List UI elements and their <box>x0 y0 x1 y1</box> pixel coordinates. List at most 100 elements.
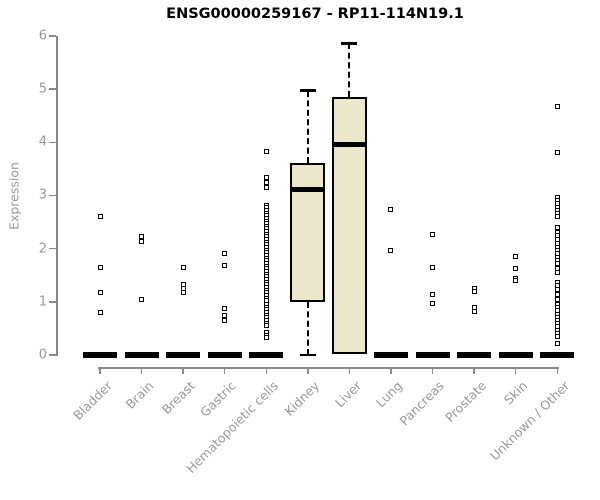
outlier-point <box>554 270 560 276</box>
x-tick-label: Kidney <box>281 378 323 419</box>
collapsed-median-bar <box>457 352 492 358</box>
x-tick-label: Skin <box>500 378 531 408</box>
outlier-point <box>139 234 145 240</box>
outlier-point <box>97 213 103 219</box>
outlier-point <box>554 261 560 267</box>
outlier-point <box>263 323 269 329</box>
x-tick-label: Brain <box>122 378 157 412</box>
outlier-point <box>554 287 560 293</box>
x-axis-tick <box>140 367 143 374</box>
outlier-point <box>554 333 560 339</box>
y-tick-label: 5 <box>38 81 47 97</box>
median-line <box>332 141 366 147</box>
outlier-point <box>263 335 269 341</box>
outlier-point <box>388 207 394 213</box>
outlier-point <box>180 290 186 296</box>
outlier-point <box>430 232 436 238</box>
outlier-point <box>180 264 186 270</box>
outlier-point <box>554 340 560 346</box>
x-tick-label: Pancreas <box>396 378 448 429</box>
y-tick-label: 4 <box>38 134 47 150</box>
median-line <box>291 186 325 192</box>
outlier-point <box>471 288 477 294</box>
collapsed-median-bar <box>415 352 450 358</box>
outlier-point <box>471 309 477 315</box>
outlier-point <box>471 304 477 310</box>
y-axis-tick <box>49 301 56 303</box>
x-axis-tick <box>431 367 434 374</box>
x-axis-tick <box>265 367 268 374</box>
outlier-point <box>554 225 560 231</box>
outlier-point <box>513 253 519 259</box>
x-axis-tick <box>182 367 184 374</box>
upper-whisker-cap <box>341 42 358 45</box>
y-tick-label: 6 <box>38 28 47 44</box>
x-tick-label: Prostate <box>441 378 489 426</box>
outlier-point <box>554 214 560 220</box>
y-axis-tick <box>49 35 56 37</box>
box <box>331 97 367 354</box>
collapsed-median-bar <box>124 352 159 358</box>
y-tick-label: 2 <box>38 241 47 257</box>
outlier-point <box>263 185 269 190</box>
x-axis-tick <box>307 367 309 374</box>
outlier-point <box>222 305 228 311</box>
x-axis-tick <box>390 367 392 374</box>
collapsed-median-bar <box>498 352 533 358</box>
outlier-point <box>139 297 145 303</box>
x-tick-label: Liver <box>331 378 365 411</box>
y-tick-label: 1 <box>38 294 47 310</box>
collapsed-median-bar <box>249 352 284 358</box>
y-axis-tick <box>49 141 56 144</box>
box <box>290 163 326 302</box>
collapsed-median-bar <box>166 352 201 358</box>
outlier-point <box>222 312 228 318</box>
outlier-point <box>388 248 394 254</box>
lower-whisker <box>306 301 309 355</box>
chart-title: ENSG00000259167 - RP11-114N19.1 <box>166 6 464 22</box>
x-axis-line <box>98 367 560 369</box>
outlier-point <box>513 265 519 271</box>
outlier-point <box>222 263 228 269</box>
outlier-point <box>554 149 560 155</box>
outlier-point <box>139 239 145 245</box>
upper-whisker <box>348 43 351 98</box>
upper-whisker-cap <box>299 89 316 92</box>
x-tick-label: Breast <box>158 378 198 418</box>
upper-whisker <box>306 90 309 164</box>
x-axis-tick <box>556 367 559 374</box>
outlier-point <box>97 290 103 296</box>
y-axis-line <box>56 36 58 356</box>
outlier-point <box>554 296 560 302</box>
y-axis-tick <box>49 88 56 90</box>
outlier-point <box>430 292 436 298</box>
lower-whisker-cap <box>299 353 316 357</box>
x-tick-label: Unknown / Other <box>486 378 572 464</box>
x-axis-tick <box>348 367 351 374</box>
outlier-point <box>430 264 436 270</box>
outlier-point <box>513 278 519 284</box>
outlier-point <box>97 310 103 316</box>
x-tick-label: Lung <box>373 378 406 411</box>
outlier-point <box>430 300 436 306</box>
x-tick-label: Bladder <box>69 378 115 423</box>
collapsed-median-bar <box>207 352 242 358</box>
x-axis-tick <box>223 367 226 374</box>
outlier-point <box>97 264 103 270</box>
y-tick-label: 3 <box>38 187 47 203</box>
outlier-point <box>222 251 228 257</box>
y-axis-tick <box>49 354 56 356</box>
y-axis-tick <box>49 247 56 250</box>
collapsed-median-bar <box>540 352 575 358</box>
y-axis-tick <box>49 194 56 197</box>
x-axis-tick <box>514 367 517 374</box>
x-axis-tick <box>473 367 475 374</box>
outlier-point <box>263 149 269 155</box>
x-axis-tick <box>99 367 101 374</box>
outlier-point <box>222 318 228 324</box>
outlier-point <box>263 179 269 185</box>
outlier-point <box>554 103 560 109</box>
collapsed-median-bar <box>83 352 117 358</box>
y-tick-label: 0 <box>38 347 47 363</box>
